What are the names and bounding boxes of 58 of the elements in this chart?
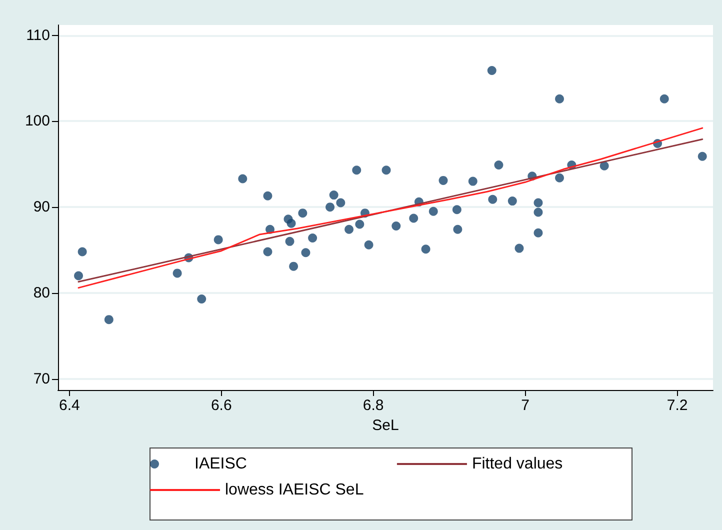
point [421,244,430,254]
point [438,176,448,185]
x-tick-label: 6.6 [210,397,232,414]
point [514,244,524,253]
point [326,202,335,212]
y-tick-label: 110 [26,26,50,44]
point [301,248,310,258]
point [289,262,298,271]
point [698,152,707,161]
point [352,166,362,175]
x-tick-label: 6.4 [58,397,80,414]
point [409,214,418,223]
point [285,236,294,246]
point [555,173,564,182]
point [453,224,462,234]
point [104,315,114,324]
legend-label: IAEISC [194,456,247,472]
point [600,161,609,170]
point [329,190,338,200]
point [286,218,296,228]
point [74,271,84,280]
y-tick-label: 80 [33,284,50,302]
point [468,176,478,186]
point [298,208,308,218]
point [534,198,543,208]
point [555,94,564,104]
point [308,233,318,242]
point [78,247,87,256]
legend-label: lowess IAEISC SeL [225,482,364,498]
legend-label: Fitted values [472,456,563,472]
x-tick-label: 7.2 [666,397,688,414]
point [238,174,248,184]
point [508,196,517,206]
point [660,94,669,104]
point [197,294,206,304]
x-tick-label: 7 [521,397,530,414]
point [534,208,543,217]
point [487,66,496,76]
point [488,194,498,204]
point [428,206,438,216]
point [263,191,272,200]
point [452,205,462,214]
point [336,198,346,208]
x-tick-label: 6.8 [362,397,384,414]
point [392,221,401,230]
y-tick-label: 90 [33,198,50,216]
x-axis-title: SeL [372,416,399,434]
point [494,160,504,170]
point [214,235,223,244]
y-tick-label: 70 [33,370,50,388]
point [172,268,182,278]
point [355,220,364,229]
point [364,240,374,250]
point [382,166,391,175]
y-tick-label: 100 [24,112,50,130]
point [344,224,354,234]
point [534,228,543,238]
point [263,247,272,256]
